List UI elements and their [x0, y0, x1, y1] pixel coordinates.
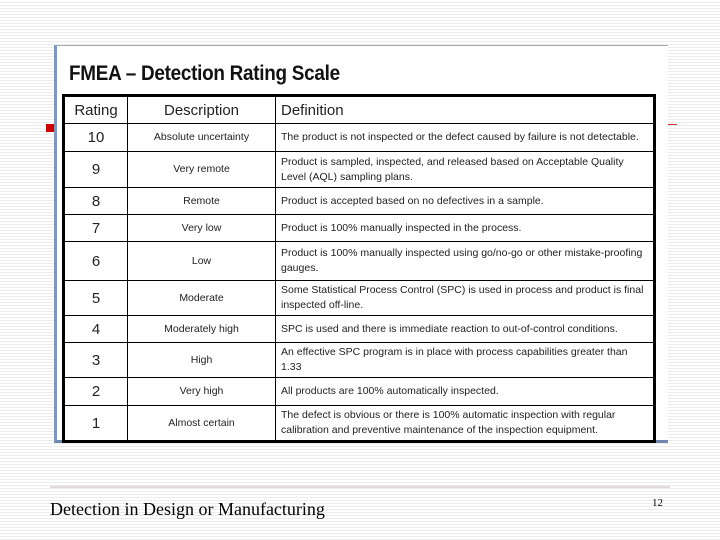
table-row: 10 Absolute uncertainty The product is not…: [63, 123, 655, 152]
definition-cell: SPC is used and there is immediate react…: [275, 315, 655, 343]
table-row: 9 Very remote Product is sampled, inspecte…: [63, 151, 655, 188]
definition-cell: Product is accepted based on no defectiv…: [275, 187, 655, 215]
rating-cell: 5: [63, 280, 128, 316]
description-cell: Very high: [127, 377, 276, 406]
footer-divider: [50, 486, 670, 488]
description-cell: Moderately high: [127, 315, 276, 343]
description-cell: Remote: [127, 187, 276, 215]
bullet-icon: [46, 124, 54, 132]
definition-cell: The defect is obvious or there is 100% a…: [275, 405, 655, 442]
description-cell: Very low: [127, 214, 276, 242]
definition-cell: Product is 100% manually inspected in th…: [275, 214, 655, 242]
header-definition: Definition: [275, 95, 655, 124]
table-header-row: Rating Description Definition: [63, 95, 655, 124]
table-row: 8 Remote Product is accepted based on no d…: [63, 187, 655, 215]
table-row: 5 Moderate Some Statistical Process Contro…: [63, 280, 655, 316]
table-row: 1 Almost certain The defect is obvious or …: [63, 405, 655, 442]
table-row: 2 Very high All products are 100% automati…: [63, 377, 655, 406]
table-row: 6 Low Product is 100% manually inspected u…: [63, 241, 655, 281]
header-description: Description: [127, 95, 276, 124]
header-rating: Rating: [63, 95, 128, 124]
definition-cell: Product is 100% manually inspected using…: [275, 241, 655, 281]
rating-cell: 7: [63, 214, 128, 242]
detection-rating-table: Rating Description Definition 10 Absolute…: [62, 94, 656, 443]
definition-cell: All products are 100% automatically insp…: [275, 377, 655, 406]
pasted-image-panel: FMEA – Detection Rating Scale Rating Des…: [54, 45, 668, 443]
decorative-line: [665, 124, 677, 125]
definition-cell: Some Statistical Process Control (SPC) i…: [275, 280, 655, 316]
description-cell: High: [127, 342, 276, 378]
slide-title: FMEA – Detection Rating Scale: [69, 62, 340, 85]
rating-cell: 9: [63, 151, 128, 188]
rating-cell: 8: [63, 187, 128, 215]
slide-footer: Detection in Design or Manufacturing: [50, 499, 325, 519]
description-cell: Almost certain: [127, 405, 276, 442]
rating-cell: 4: [63, 315, 128, 343]
rating-cell: 3: [63, 342, 128, 378]
table-row: 4 Moderately high SPC is used and there is…: [63, 315, 655, 343]
definition-cell: Product is sampled, inspected, and relea…: [275, 151, 655, 188]
description-cell: Low: [127, 241, 276, 281]
page-number: 12: [652, 497, 663, 509]
definition-cell: An effective SPC program is in place wit…: [275, 342, 655, 378]
table-row: 3 High An effective SPC program is in plac…: [63, 342, 655, 378]
description-cell: Very remote: [127, 151, 276, 188]
description-cell: Absolute uncertainty: [127, 123, 276, 152]
rating-cell: 6: [63, 241, 128, 281]
table-row: 7 Very low Product is 100% manually inspec…: [63, 214, 655, 242]
rating-cell: 2: [63, 377, 128, 406]
rating-cell: 1: [63, 405, 128, 442]
definition-cell: The product is not inspected or the defe…: [275, 123, 655, 152]
description-cell: Moderate: [127, 280, 276, 316]
rating-cell: 10: [63, 123, 128, 152]
